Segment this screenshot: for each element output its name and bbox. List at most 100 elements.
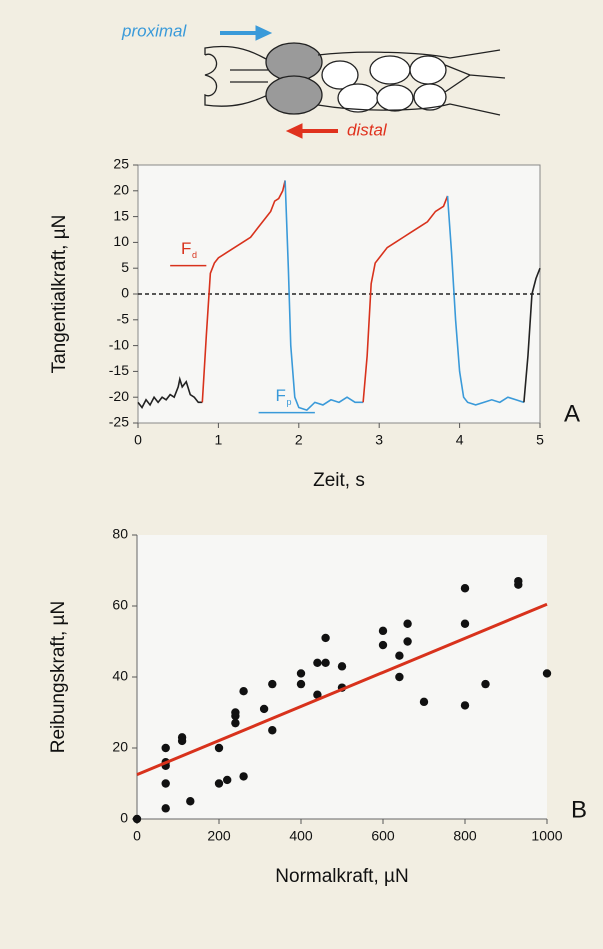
segment-line — [230, 69, 268, 83]
proximal-arrow — [220, 25, 273, 41]
point — [259, 704, 269, 714]
point — [239, 772, 248, 781]
y-tick-label: 25 — [113, 156, 129, 172]
annotation-text: F — [181, 239, 191, 258]
y-axis-label: Tangentialkraft, µN — [49, 215, 70, 374]
point — [321, 658, 330, 667]
y-tick-label: 60 — [112, 597, 128, 613]
x-tick-label: 3 — [375, 432, 383, 448]
distal-arrow — [285, 123, 338, 139]
series-line — [446, 195, 525, 406]
plot-area — [137, 535, 547, 819]
point — [460, 619, 470, 628]
plot-area — [137, 164, 541, 424]
annotation-subscript: p — [286, 397, 291, 407]
series-line — [523, 267, 541, 403]
x-axis-label: Zeit, s — [313, 470, 365, 491]
point — [395, 651, 404, 660]
y-axis-label: Reibungskraft, µN — [48, 601, 69, 753]
y-tick-label: 10 — [113, 233, 129, 249]
x-tick-label: 0 — [134, 432, 142, 448]
x-tick-label: 2 — [295, 432, 303, 448]
point — [223, 775, 232, 785]
series-line — [362, 195, 449, 403]
fit-line — [136, 602, 548, 777]
claw-outline — [204, 45, 269, 107]
point — [296, 669, 306, 678]
point — [378, 640, 388, 650]
point — [239, 687, 248, 696]
segment — [376, 84, 414, 112]
x-tick-label: 4 — [456, 432, 464, 448]
annotation-subscript: d — [192, 250, 197, 260]
series-line — [137, 375, 203, 409]
panel-letter: B — [571, 796, 587, 823]
point — [403, 619, 412, 628]
panel-letter: A — [564, 400, 580, 427]
annotation-text: F — [275, 386, 285, 405]
y-tick-label: -10 — [109, 336, 129, 352]
point — [542, 669, 552, 678]
y-tick-label: 20 — [113, 182, 129, 198]
segment — [321, 60, 359, 90]
series-line — [284, 180, 364, 412]
y-tick-label: 15 — [113, 207, 129, 223]
x-axis-label: Normalkraft, µN — [275, 866, 408, 887]
distal-label: distal — [347, 120, 388, 139]
leg-outline — [317, 49, 506, 116]
point — [481, 679, 490, 689]
pad — [265, 42, 323, 82]
y-tick-label: -20 — [109, 388, 129, 404]
point — [460, 701, 470, 710]
point — [378, 626, 388, 636]
point — [177, 733, 187, 742]
point — [313, 658, 322, 667]
segment — [369, 55, 411, 85]
tarsus-diagram — [204, 42, 506, 116]
x-tick-label: 600 — [371, 828, 395, 844]
series-line — [201, 180, 286, 403]
point — [231, 718, 240, 728]
x-tick-label: 400 — [289, 828, 313, 844]
proximal-label: proximal — [121, 21, 187, 40]
point — [214, 743, 224, 753]
point — [313, 690, 322, 699]
y-tick-label: -5 — [117, 311, 130, 327]
x-tick-label: 5 — [536, 432, 544, 448]
segment — [413, 83, 447, 111]
point — [419, 697, 429, 707]
point — [460, 584, 470, 593]
point — [161, 779, 170, 788]
y-tick-label: 20 — [112, 739, 128, 755]
segment — [409, 55, 447, 85]
x-tick-label: 0 — [133, 828, 141, 844]
point — [132, 814, 142, 824]
y-tick-label: 80 — [112, 526, 128, 542]
point — [296, 679, 306, 689]
point — [395, 672, 404, 682]
point — [403, 637, 412, 646]
point — [186, 797, 195, 806]
y-tick-label: -25 — [109, 414, 129, 430]
y-tick-label: 5 — [121, 259, 129, 275]
point — [231, 708, 240, 717]
x-tick-label: 1000 — [531, 828, 562, 844]
point — [321, 633, 330, 643]
pad — [265, 75, 323, 115]
point — [161, 743, 170, 753]
point — [214, 779, 224, 788]
point — [337, 662, 347, 671]
x-tick-label: 200 — [207, 828, 231, 844]
y-tick-label: 0 — [120, 810, 128, 826]
y-tick-label: 40 — [112, 668, 128, 684]
y-tick-label: -15 — [109, 362, 129, 378]
point — [161, 804, 170, 813]
point — [514, 576, 523, 586]
x-tick-label: 1 — [215, 432, 223, 448]
point — [268, 726, 277, 735]
x-tick-label: 800 — [453, 828, 477, 844]
y-tick-label: 0 — [121, 285, 129, 301]
point — [268, 679, 277, 689]
